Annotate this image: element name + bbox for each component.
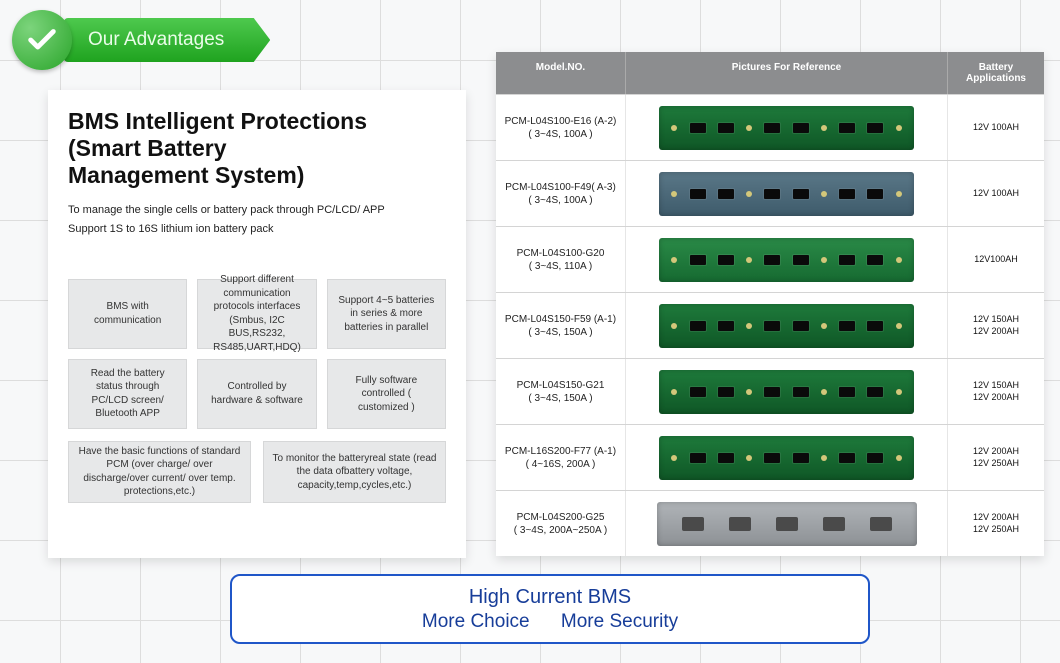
feature-cell: Support different communication protocol… (197, 279, 316, 349)
td-application: 12V100AH (948, 227, 1044, 292)
feature-cell: Fully software controlled ( customized ) (327, 359, 446, 429)
table-row: PCM-L04S150-F59 (A-1)( 3~4S, 150A ) 12V 1… (496, 292, 1044, 358)
th-picture: Pictures For Reference (626, 52, 948, 94)
title-line: Management System) (68, 162, 446, 189)
tagline-line2: More Choice More Security (422, 611, 678, 633)
th-application: Battery Applications (948, 52, 1044, 94)
pcb-image (659, 304, 914, 348)
table-row: PCM-L04S100-F49( A-3)( 3~4S, 100A ) 12V 1… (496, 160, 1044, 226)
tagline-part: More Security (561, 611, 678, 632)
td-picture (626, 161, 948, 226)
td-model: PCM-L04S150-F59 (A-1)( 3~4S, 150A ) (496, 293, 626, 358)
pcb-image (659, 370, 914, 414)
td-application: 12V 100AH (948, 95, 1044, 160)
td-model: PCM-L04S150-G21( 3~4S, 150A ) (496, 359, 626, 424)
pcb-image (657, 502, 917, 546)
td-picture (626, 95, 948, 160)
td-picture (626, 491, 948, 556)
feature-cell: Controlled by hardware & software (197, 359, 316, 429)
title-line: BMS Intelligent Protections (68, 108, 446, 135)
product-table: Model.NO. Pictures For Reference Battery… (496, 52, 1044, 556)
td-picture (626, 425, 948, 490)
tagline-box: High Current BMS More Choice More Securi… (230, 574, 870, 644)
feature-grid-wide: Have the basic functions of standard PCM… (68, 441, 446, 503)
td-model: PCM-L04S100-E16 (A-2)( 3~4S, 100A ) (496, 95, 626, 160)
panel-title: BMS Intelligent Protections (Smart Batte… (68, 108, 446, 189)
feature-cell: Read the battery status through PC/LCD s… (68, 359, 187, 429)
td-model: PCM-L04S200-G25( 3~4S, 200A~250A ) (496, 491, 626, 556)
td-picture (626, 227, 948, 292)
table-row: PCM-L04S100-E16 (A-2)( 3~4S, 100A ) 12V 1… (496, 94, 1044, 160)
td-model: PCM-L04S100-G20( 3~4S, 110A ) (496, 227, 626, 292)
td-application: 12V 150AH12V 200AH (948, 293, 1044, 358)
feature-cell: BMS with communication (68, 279, 187, 349)
feature-cell: To monitor the batteryreal state (read t… (263, 441, 446, 503)
td-application: 12V 150AH12V 200AH (948, 359, 1044, 424)
pcb-image (659, 106, 914, 150)
advantages-badge: Our Advantages (12, 10, 270, 70)
title-line: (Smart Battery (68, 135, 446, 162)
td-application: 12V 100AH (948, 161, 1044, 226)
table-row: PCM-L04S150-G21( 3~4S, 150A ) 12V 150AH12… (496, 358, 1044, 424)
tagline-line1: High Current BMS (469, 586, 631, 609)
desc-line: To manage the single cells or battery pa… (68, 201, 446, 220)
td-model: PCM-L04S100-F49( A-3)( 3~4S, 100A ) (496, 161, 626, 226)
pcb-image (659, 436, 914, 480)
feature-grid: BMS with communication Support different… (68, 279, 446, 429)
table-body: PCM-L04S100-E16 (A-2)( 3~4S, 100A ) 12V 1… (496, 94, 1044, 556)
pcb-image (659, 238, 914, 282)
feature-cell: Have the basic functions of standard PCM… (68, 441, 251, 503)
td-application: 12V 200AH12V 250AH (948, 425, 1044, 490)
pcb-image (659, 172, 914, 216)
badge-label: Our Advantages (64, 18, 270, 62)
th-model: Model.NO. (496, 52, 626, 94)
check-icon (12, 10, 72, 70)
table-row: PCM-L16S200-F77 (A-1)( 4~16S, 200A ) 12V … (496, 424, 1044, 490)
tagline-part: More Choice (422, 611, 530, 632)
td-model: PCM-L16S200-F77 (A-1)( 4~16S, 200A ) (496, 425, 626, 490)
table-row: PCM-L04S100-G20( 3~4S, 110A ) 12V100AH (496, 226, 1044, 292)
feature-cell: Support 4~5 batteries in series & more b… (327, 279, 446, 349)
td-application: 12V 200AH12V 250AH (948, 491, 1044, 556)
table-row: PCM-L04S200-G25( 3~4S, 200A~250A ) 12V 20… (496, 490, 1044, 556)
td-picture (626, 293, 948, 358)
panel-description: To manage the single cells or battery pa… (68, 201, 446, 238)
td-picture (626, 359, 948, 424)
desc-line: Support 1S to 16S lithium ion battery pa… (68, 220, 446, 239)
intro-panel: BMS Intelligent Protections (Smart Batte… (48, 90, 466, 558)
table-header: Model.NO. Pictures For Reference Battery… (496, 52, 1044, 94)
